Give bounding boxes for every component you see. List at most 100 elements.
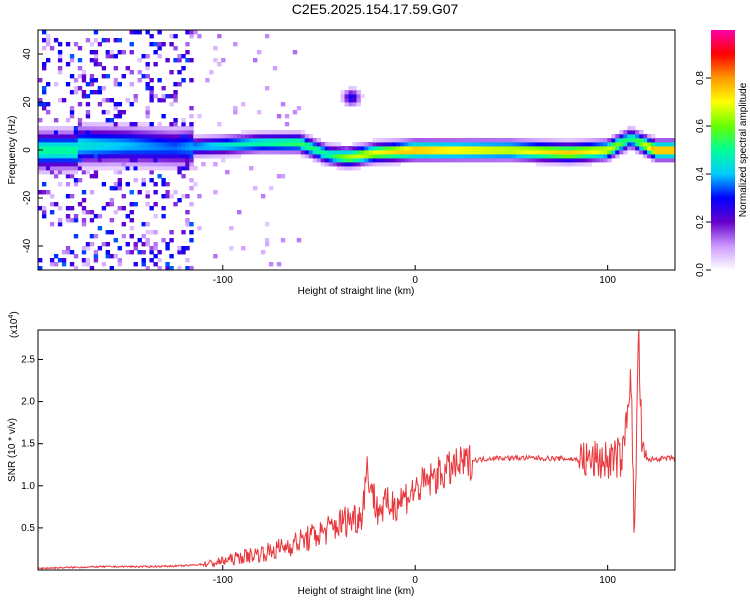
heatmap-cell — [276, 174, 282, 179]
heatmap-cell — [185, 50, 190, 55]
heatmap-cell — [57, 182, 63, 187]
heatmap-cell — [73, 126, 79, 131]
heatmap-cell — [173, 150, 178, 155]
heatmap-cell — [69, 166, 75, 171]
heatmap-cell — [189, 162, 194, 167]
heatmap-cell — [45, 102, 51, 107]
heatmap-cell — [627, 130, 632, 135]
heatmap-cell — [65, 138, 71, 143]
heatmap-cell — [583, 142, 588, 147]
heatmap-cell — [129, 226, 134, 231]
heatmap-cell — [49, 210, 55, 215]
heatmap-cell — [53, 134, 59, 139]
heatmap-cell — [217, 34, 222, 39]
heatmap-cell — [121, 142, 126, 147]
heatmap-cell — [280, 102, 286, 107]
heatmap-cell — [563, 142, 568, 147]
heatmap-cell — [320, 142, 326, 147]
heatmap-cell — [129, 162, 134, 167]
heatmap-cell — [197, 146, 202, 151]
heatmap-cell — [495, 142, 501, 147]
heatmap-cell — [229, 246, 234, 251]
heatmap-cell — [296, 150, 302, 155]
heatmap-cell — [149, 86, 154, 91]
heatmap-cell — [249, 166, 254, 171]
heatmap-cell — [515, 142, 521, 147]
heatmap-cell — [241, 138, 246, 143]
heatmap-cell — [185, 142, 190, 147]
heatmap-cell — [117, 206, 123, 211]
heatmap-cell — [49, 158, 55, 163]
heatmap-cell — [384, 154, 389, 159]
heatmap-cell — [85, 114, 91, 119]
heatmap-cell — [308, 134, 314, 139]
heatmap-cell — [65, 250, 71, 255]
heatmap-cell — [61, 142, 67, 147]
heatmap-cell — [312, 138, 318, 143]
heatmap-cell — [169, 230, 174, 235]
heatmap-cell — [57, 58, 63, 63]
heatmap-cell — [623, 150, 628, 155]
heatmap-cell — [324, 162, 330, 167]
heatmap-cell — [69, 194, 75, 199]
heatmap-cell — [452, 138, 457, 143]
heatmap-cell — [368, 146, 373, 151]
heatmap-cell — [376, 150, 381, 155]
heatmap-cell — [655, 146, 660, 151]
heatmap-cell — [69, 162, 75, 167]
heatmap-cell — [41, 102, 47, 107]
heatmap-cell — [101, 38, 107, 43]
heatmap-cell — [57, 54, 63, 59]
heatmap-cell — [57, 66, 63, 71]
heatmap-cell — [93, 134, 99, 139]
heatmap-cell — [109, 254, 115, 259]
heatmap-cell — [165, 246, 170, 251]
heatmap-cell — [185, 126, 190, 131]
heatmap-cell — [380, 150, 385, 155]
heatmap-cell — [372, 146, 377, 151]
heatmap-cell — [125, 250, 130, 255]
heatmap-cell — [121, 166, 126, 171]
heatmap-cell — [519, 154, 525, 159]
heatmap-cell — [145, 142, 150, 147]
heatmap-cell — [189, 150, 194, 155]
heatmap-cell — [49, 170, 55, 175]
heatmap-cell — [157, 174, 162, 179]
heatmap-cell — [61, 258, 67, 263]
heatmap-cell — [611, 146, 616, 151]
heatmap-cell — [471, 154, 477, 159]
heatmap-cell — [133, 94, 138, 99]
heatmap-cell — [165, 242, 170, 247]
heatmap-cell — [141, 142, 146, 147]
heatmap-cell — [599, 146, 604, 151]
heatmap-cell — [292, 130, 298, 135]
heatmap-cell — [659, 154, 664, 159]
heatmap-cell — [448, 138, 453, 143]
heatmap-cell — [237, 150, 242, 155]
heatmap-cell — [45, 158, 51, 163]
heatmap-cell — [292, 146, 298, 151]
heatmap-cell — [69, 154, 75, 159]
heatmap-cell — [225, 146, 230, 151]
heatmap-cell — [185, 154, 190, 159]
heatmap-cell — [400, 142, 405, 147]
heatmap-cell — [348, 166, 353, 171]
heatmap-cell — [145, 126, 150, 131]
heatmap-cell — [607, 138, 612, 143]
heatmap-cell — [101, 66, 107, 71]
heatmap-cell — [189, 154, 194, 159]
heatmap-cell — [225, 150, 230, 155]
heatmap-cell — [185, 138, 190, 143]
heatmap-cell — [276, 142, 282, 147]
heatmap-cell — [157, 166, 162, 171]
heatmap-cell — [304, 150, 310, 155]
heatmap-cell — [392, 158, 397, 163]
heatmap-cell — [53, 126, 59, 131]
heatmap-cell — [280, 150, 286, 155]
heatmap-cell — [416, 150, 421, 155]
heatmap-cell — [161, 94, 166, 99]
heatmap-cell — [157, 146, 162, 151]
heatmap-cell — [284, 138, 290, 143]
heatmap-cell — [105, 118, 111, 123]
heatmap-cell — [141, 250, 146, 255]
